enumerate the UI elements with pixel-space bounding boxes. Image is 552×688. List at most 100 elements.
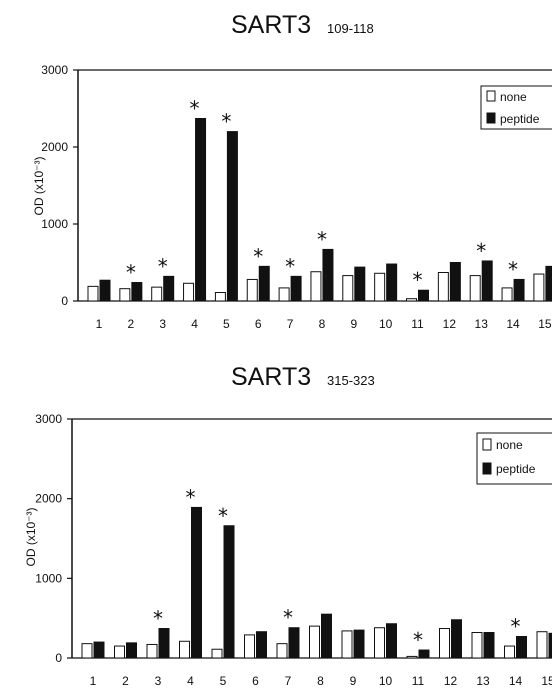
chart-1-significance-star-2: * [126, 261, 136, 285]
chart-1-bar-none-8 [310, 271, 322, 302]
chart-1-xtick-label-10: 10 [379, 317, 393, 331]
chart-1-legend-none-label: none [500, 90, 527, 104]
chart-1-bar-peptide-8 [322, 248, 334, 302]
chart-1-significance-star-13: * [476, 239, 486, 263]
chart-1-bar-peptide-4 [195, 118, 207, 302]
chart-1-xtick-label-6: 6 [255, 317, 262, 331]
chart-2-legend-none-swatch [482, 438, 492, 451]
chart-1-xtick-label-2: 2 [128, 317, 135, 331]
chart-1-xtick-label-1: 1 [96, 317, 103, 331]
chart-2-xtick-label-1: 1 [90, 674, 97, 688]
chart-2-xtick-label-10: 10 [379, 674, 393, 688]
chart-2-subtitle: 315-323 [327, 373, 375, 388]
chart-2-xtick-label-7: 7 [285, 674, 292, 688]
chart-1-xtick-label-15: 15 [538, 317, 552, 331]
chart-1-xtick-label-14: 14 [506, 317, 520, 331]
chart-1-xtick-label-13: 13 [475, 317, 489, 331]
chart-1-xtick-label-7: 7 [287, 317, 294, 331]
chart-1-ytick-label-0: 0 [61, 294, 68, 308]
chart-2-xtick-label-4: 4 [187, 674, 194, 688]
chart-1-bar-none-6 [246, 278, 258, 302]
chart-2-bar-none-1 [81, 643, 93, 659]
chart-2-legend: none peptide [476, 432, 552, 485]
chart-2-xtick-label-5: 5 [220, 674, 227, 688]
chart-1-xtick-label-5: 5 [223, 317, 230, 331]
chart-1-bar-none-14 [501, 287, 513, 302]
chart-2-bar-peptide-2 [126, 642, 137, 659]
chart-2-xtick-label-2: 2 [122, 674, 129, 688]
chart-2-bar-none-8 [309, 625, 320, 659]
chart-1-bar-none-13 [469, 275, 481, 302]
chart-1-bar-none-3 [151, 286, 163, 302]
chart-2-significance-star-5: * [218, 504, 228, 528]
chart-1-significance-star-5: * [221, 110, 231, 134]
chart-1-significance-star-6: * [253, 244, 263, 268]
chart-2-stars: * * * * * * [153, 485, 521, 652]
chart-1-bars [87, 118, 552, 302]
chart-1-legend-peptide-swatch [486, 112, 496, 124]
chart-1-bar-none-9 [342, 275, 354, 302]
chart-2-xtick-label-11: 11 [412, 674, 425, 688]
chart-2-xtick-label-9: 9 [350, 674, 357, 688]
chart-2-bar-none-15 [536, 631, 548, 659]
chart-2-xtick-label-15: 15 [541, 674, 552, 688]
chart-2-bar-none-9 [341, 630, 353, 659]
chart-2-bar-none-13 [471, 632, 483, 659]
chart-2-bar-none-7 [276, 643, 288, 659]
chart-2-significance-star-11: * [413, 628, 423, 652]
chart-1-yticks: 0 1000 2000 3000 [41, 63, 78, 308]
chart-2-bar-peptide-9 [353, 629, 365, 659]
chart-2-ytick-label-0: 0 [55, 651, 62, 665]
chart-1-significance-star-7: * [285, 254, 295, 278]
chart-1-bar-peptide-9 [354, 266, 366, 302]
chart-1-xtick-label-8: 8 [319, 317, 326, 331]
chart-2-xtick-label-6: 6 [252, 674, 259, 688]
chart-2-bar-none-6 [244, 634, 255, 659]
chart-1-bar-none-2 [119, 288, 131, 302]
chart-2-bars [81, 506, 552, 659]
chart-2-bar-none-4 [179, 640, 190, 659]
chart-1-bar-peptide-6 [258, 265, 270, 302]
chart-1-xtick-label-3: 3 [159, 317, 166, 331]
chart-1-xtick-label-12: 12 [443, 317, 457, 331]
chart-2-xticks: 1 2 3 4 5 6 7 8 9 10 11 12 13 14 15 [90, 674, 552, 688]
chart-2-xtick-label-13: 13 [476, 674, 490, 688]
chart-2-significance-star-14: * [511, 614, 521, 638]
chart-2-bar-peptide-4 [191, 506, 202, 659]
chart-2-significance-star-3: * [153, 607, 163, 631]
chart-1-bar-peptide-11 [418, 289, 429, 302]
chart-1-title: SART3 [231, 11, 311, 39]
chart-2-bar-none-12 [439, 628, 450, 659]
chart-1-xtick-label-9: 9 [350, 317, 357, 331]
chart-2-bar-none-5 [211, 648, 223, 659]
chart-1-bar-peptide-7 [290, 275, 302, 302]
chart-1-bar-none-4 [183, 282, 195, 302]
chart-2-bar-peptide-11 [418, 649, 430, 659]
chart-1-bar-peptide-5 [226, 131, 238, 302]
chart-2-legend-none-label: none [496, 438, 523, 452]
chart-1-xtick-label-4: 4 [191, 317, 198, 331]
chart-1-bar-peptide-15 [545, 265, 552, 302]
chart-1-significance-star-11: * [413, 268, 423, 292]
chart-2-y-axis-label: OD (x10⁻³) [24, 507, 38, 566]
chart-1-bar-peptide-14 [513, 278, 525, 302]
chart-1-stars: * * * * * * * * * * [126, 97, 518, 293]
chart-2-bar-peptide-3 [158, 628, 170, 659]
chart-1-bar-none-11 [406, 298, 417, 302]
chart-1-subtitle: 109-118 [327, 21, 374, 36]
chart-2-bar-peptide-10 [386, 623, 397, 659]
chart-2-xtick-label-3: 3 [155, 674, 162, 688]
chart-2-bar-none-11 [406, 655, 418, 659]
chart-1-bar-peptide-10 [386, 263, 398, 302]
chart-2-bar-none-2 [114, 645, 125, 659]
panel-1: SART3 109-118 OD (x10⁻³) 0 1000 2000 3000 *… [32, 11, 552, 331]
chart-2-significance-star-4: * [186, 485, 196, 509]
chart-1-bar-none-15 [533, 273, 545, 302]
chart-2-ytick-label-1000: 1000 [35, 571, 62, 585]
chart-2-bar-none-10 [374, 627, 385, 659]
chart-1-bar-peptide-1 [99, 279, 111, 302]
chart-1-significance-star-8: * [317, 227, 327, 251]
chart-1-significance-star-4: * [190, 97, 200, 121]
chart-2-bar-peptide-8 [321, 613, 332, 659]
